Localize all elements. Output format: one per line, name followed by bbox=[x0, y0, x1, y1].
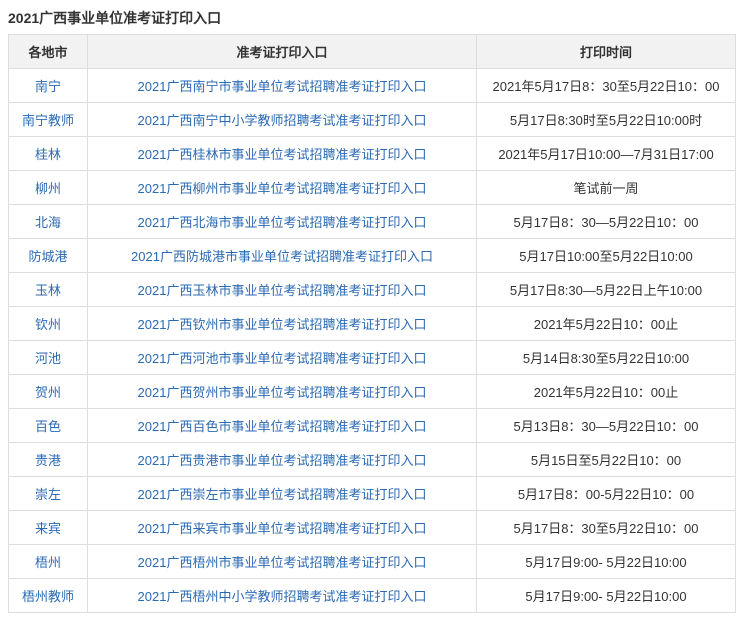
city-link[interactable]: 贺州 bbox=[35, 385, 61, 400]
entry-link[interactable]: 2021广西贺州市事业单位考试招聘准考证打印入口 bbox=[138, 385, 427, 400]
city-link[interactable]: 玉林 bbox=[35, 283, 61, 298]
table-row: 崇左 2021广西崇左市事业单位考试招聘准考证打印入口 5月17日8：00-5月22… bbox=[9, 477, 736, 511]
print-time-cell: 5月17日8：30至5月22日10：00 bbox=[477, 511, 736, 545]
table-row: 贺州 2021广西贺州市事业单位考试招聘准考证打印入口 2021年5月22日10：0… bbox=[9, 375, 736, 409]
city-link[interactable]: 百色 bbox=[35, 419, 61, 434]
print-time-cell: 2021年5月22日10：00止 bbox=[477, 307, 736, 341]
print-time-cell: 2021年5月22日10：00止 bbox=[477, 375, 736, 409]
print-time-cell: 5月17日8:30时至5月22日10:00时 bbox=[477, 103, 736, 137]
city-link[interactable]: 河池 bbox=[35, 351, 61, 366]
print-time-cell: 笔试前一周 bbox=[477, 171, 736, 205]
print-time-cell: 2021年5月17日10:00—7月31日17:00 bbox=[477, 137, 736, 171]
city-link[interactable]: 来宾 bbox=[35, 521, 61, 536]
table-row: 桂林 2021广西桂林市事业单位考试招聘准考证打印入口 2021年5月17日10:0… bbox=[9, 137, 736, 171]
entry-link[interactable]: 2021广西钦州市事业单位考试招聘准考证打印入口 bbox=[138, 317, 427, 332]
entry-link[interactable]: 2021广西来宾市事业单位考试招聘准考证打印入口 bbox=[138, 521, 427, 536]
entry-link[interactable]: 2021广西崇左市事业单位考试招聘准考证打印入口 bbox=[138, 487, 427, 502]
table-header-row: 各地市 准考证打印入口 打印时间 bbox=[9, 35, 736, 69]
print-time-cell: 5月17日8：30—5月22日10：00 bbox=[477, 205, 736, 239]
entry-link[interactable]: 2021广西防城港市事业单位考试招聘准考证打印入口 bbox=[131, 249, 433, 264]
city-link[interactable]: 崇左 bbox=[35, 487, 61, 502]
table-row: 百色 2021广西百色市事业单位考试招聘准考证打印入口 5月13日8：30—5月22… bbox=[9, 409, 736, 443]
city-link[interactable]: 贵港 bbox=[35, 453, 61, 468]
city-link[interactable]: 南宁教师 bbox=[22, 113, 74, 128]
print-time-cell: 5月17日10:00至5月22日10:00 bbox=[477, 239, 736, 273]
print-time-cell: 5月13日8：30—5月22日10：00 bbox=[477, 409, 736, 443]
entry-link[interactable]: 2021广西百色市事业单位考试招聘准考证打印入口 bbox=[138, 419, 427, 434]
table-row: 梧州教师 2021广西梧州中小学教师招聘考试准考证打印入口 5月17日9:00- 5… bbox=[9, 579, 736, 613]
entry-link[interactable]: 2021广西南宁中小学教师招聘考试准考证打印入口 bbox=[138, 113, 427, 128]
table-row: 北海 2021广西北海市事业单位考试招聘准考证打印入口 5月17日8：30—5月22… bbox=[9, 205, 736, 239]
print-time-cell: 5月15日至5月22日10：00 bbox=[477, 443, 736, 477]
entry-link[interactable]: 2021广西贵港市事业单位考试招聘准考证打印入口 bbox=[138, 453, 427, 468]
table-row: 梧州 2021广西梧州市事业单位考试招聘准考证打印入口 5月17日9:00- 5月2… bbox=[9, 545, 736, 579]
table-row: 防城港 2021广西防城港市事业单位考试招聘准考证打印入口 5月17日10:00至5… bbox=[9, 239, 736, 273]
city-link[interactable]: 梧州 bbox=[35, 555, 61, 570]
entry-link[interactable]: 2021广西梧州中小学教师招聘考试准考证打印入口 bbox=[138, 589, 427, 604]
table-row: 柳州 2021广西柳州市事业单位考试招聘准考证打印入口 笔试前一周 bbox=[9, 171, 736, 205]
city-link[interactable]: 北海 bbox=[35, 215, 61, 230]
column-header-entry: 准考证打印入口 bbox=[88, 35, 477, 69]
city-link[interactable]: 柳州 bbox=[35, 181, 61, 196]
entry-link[interactable]: 2021广西南宁市事业单位考试招聘准考证打印入口 bbox=[138, 79, 427, 94]
city-link[interactable]: 钦州 bbox=[35, 317, 61, 332]
city-link[interactable]: 防城港 bbox=[28, 249, 67, 264]
entry-link[interactable]: 2021广西梧州市事业单位考试招聘准考证打印入口 bbox=[138, 555, 427, 570]
city-link[interactable]: 南宁 bbox=[35, 79, 61, 94]
table-row: 河池 2021广西河池市事业单位考试招聘准考证打印入口 5月14日8:30至5月22… bbox=[9, 341, 736, 375]
table-row: 南宁 2021广西南宁市事业单位考试招聘准考证打印入口 2021年5月17日8：30… bbox=[9, 69, 736, 103]
table-row: 来宾 2021广西来宾市事业单位考试招聘准考证打印入口 5月17日8：30至5月22… bbox=[9, 511, 736, 545]
admission-ticket-table: 各地市 准考证打印入口 打印时间 南宁 2021广西南宁市事业单位考试招聘准考证打… bbox=[8, 34, 736, 613]
city-link[interactable]: 桂林 bbox=[35, 147, 61, 162]
column-header-city: 各地市 bbox=[9, 35, 88, 69]
print-time-cell: 2021年5月17日8：30至5月22日10：00 bbox=[477, 69, 736, 103]
city-link[interactable]: 梧州教师 bbox=[22, 589, 74, 604]
page-title: 2021广西事业单位准考证打印入口 bbox=[8, 8, 736, 28]
table-row: 南宁教师 2021广西南宁中小学教师招聘考试准考证打印入口 5月17日8:30时至5… bbox=[9, 103, 736, 137]
entry-link[interactable]: 2021广西玉林市事业单位考试招聘准考证打印入口 bbox=[138, 283, 427, 298]
column-header-time: 打印时间 bbox=[477, 35, 736, 69]
entry-link[interactable]: 2021广西桂林市事业单位考试招聘准考证打印入口 bbox=[138, 147, 427, 162]
entry-link[interactable]: 2021广西柳州市事业单位考试招聘准考证打印入口 bbox=[138, 181, 427, 196]
print-time-cell: 5月17日8:30—5月22日上午10:00 bbox=[477, 273, 736, 307]
print-time-cell: 5月17日9:00- 5月22日10:00 bbox=[477, 545, 736, 579]
entry-link[interactable]: 2021广西河池市事业单位考试招聘准考证打印入口 bbox=[138, 351, 427, 366]
print-time-cell: 5月14日8:30至5月22日10:00 bbox=[477, 341, 736, 375]
entry-link[interactable]: 2021广西北海市事业单位考试招聘准考证打印入口 bbox=[138, 215, 427, 230]
table-row: 钦州 2021广西钦州市事业单位考试招聘准考证打印入口 2021年5月22日10：0… bbox=[9, 307, 736, 341]
table-row: 贵港 2021广西贵港市事业单位考试招聘准考证打印入口 5月15日至5月22日10：… bbox=[9, 443, 736, 477]
print-time-cell: 5月17日9:00- 5月22日10:00 bbox=[477, 579, 736, 613]
print-time-cell: 5月17日8：00-5月22日10：00 bbox=[477, 477, 736, 511]
table-row: 玉林 2021广西玉林市事业单位考试招聘准考证打印入口 5月17日8:30—5月22… bbox=[9, 273, 736, 307]
